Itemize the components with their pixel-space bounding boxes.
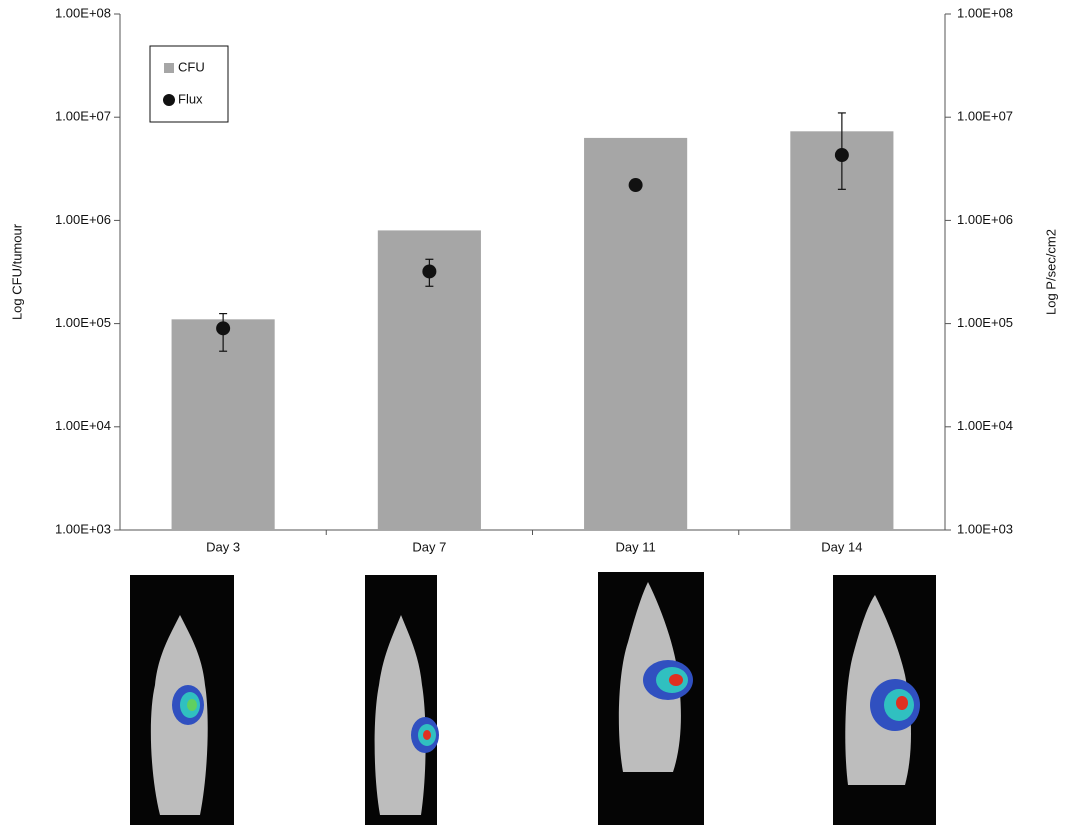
y2-tick-label: 1.00E+07 [957, 109, 1013, 124]
point [835, 148, 849, 162]
x-tick-label: Day 14 [821, 539, 862, 554]
legend-swatch [164, 63, 174, 73]
y2-tick-label: 1.00E+06 [957, 212, 1013, 227]
point [422, 264, 436, 278]
y2-tick-label: 1.00E+05 [957, 315, 1013, 330]
y2-tick-label: 1.00E+04 [957, 418, 1013, 433]
bar [790, 131, 893, 530]
legend-label: CFU [178, 59, 205, 74]
point [216, 321, 230, 335]
page: {"chart_data": {"type": "bar", "categori… [0, 0, 1068, 825]
y-tick-label: 1.00E+07 [55, 109, 111, 124]
y-tick-label: 1.00E+08 [55, 5, 111, 20]
mouse-images [130, 572, 936, 825]
legend-label: Flux [178, 91, 203, 106]
bar [584, 138, 687, 530]
x-tick-label: Day 11 [616, 539, 656, 554]
y-tick-label: 1.00E+05 [55, 315, 111, 330]
x-tick-label: Day 7 [412, 539, 446, 554]
y2-tick-label: 1.00E+08 [957, 5, 1013, 20]
legend-swatch [163, 94, 175, 106]
y-tick-label: 1.00E+04 [55, 418, 111, 433]
legend-box [150, 46, 228, 122]
y-axis-label: Log CFU/tumour [9, 223, 24, 320]
y2-tick-label: 1.00E+03 [957, 521, 1013, 536]
y-tick-label: 1.00E+06 [55, 212, 111, 227]
y2-axis-label: Log P/sec/cm2 [1043, 229, 1058, 315]
point [629, 178, 643, 192]
y-tick-label: 1.00E+03 [55, 521, 111, 536]
chart: Log CFU/tumour Log P/sec/cm2 1.00E+03 1.0… [0, 0, 1068, 825]
x-tick-label: Day 3 [206, 539, 240, 554]
